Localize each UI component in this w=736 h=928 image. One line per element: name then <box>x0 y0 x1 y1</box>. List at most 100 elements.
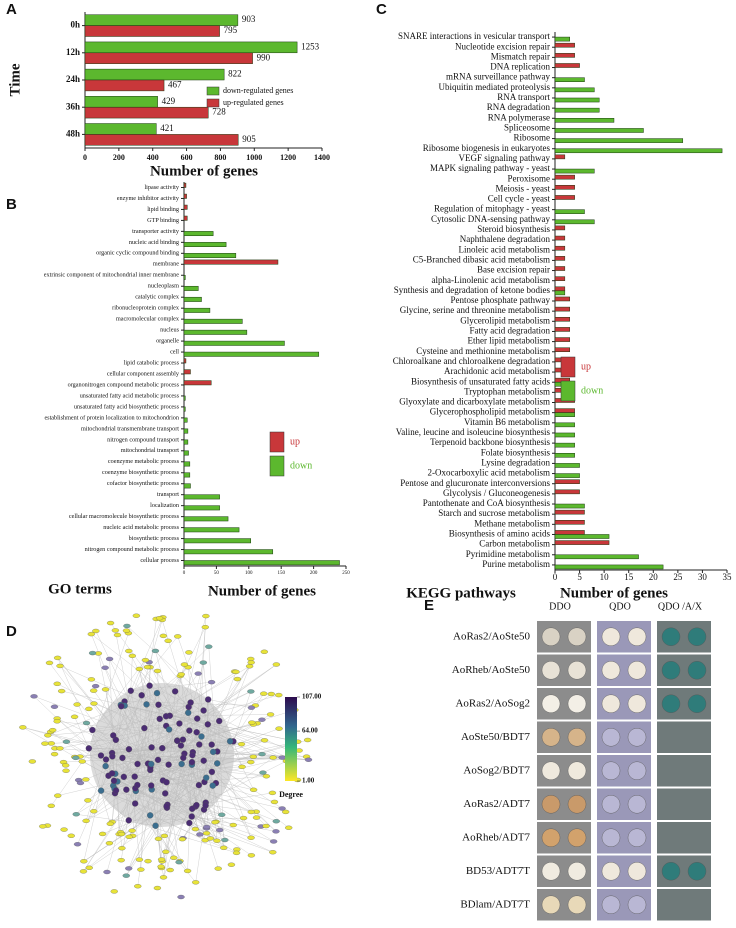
bar <box>554 290 566 296</box>
node <box>185 650 193 655</box>
node <box>162 713 170 720</box>
colony <box>601 661 621 680</box>
y-tick-label: localization <box>150 502 179 509</box>
colony <box>601 795 621 814</box>
bar <box>183 182 187 188</box>
node <box>174 634 182 639</box>
bar <box>554 128 644 133</box>
column-header: DDO <box>549 601 571 612</box>
node <box>87 631 95 637</box>
y-tick-label: extrinsic component of mitochondrial inn… <box>44 272 179 279</box>
colony <box>627 862 647 881</box>
bar <box>554 174 575 180</box>
node <box>177 742 185 749</box>
y-tick-label: unsaturated fatty acid metabolic process <box>80 392 180 399</box>
node <box>175 860 183 865</box>
bar <box>183 538 251 544</box>
colony <box>567 694 587 713</box>
node <box>118 703 125 710</box>
node <box>159 744 166 752</box>
node <box>53 719 61 724</box>
bar <box>554 422 575 428</box>
node <box>101 687 110 692</box>
node <box>247 809 255 815</box>
colony <box>541 694 561 713</box>
node <box>194 671 202 676</box>
y-tick-label: Steroid biosynthesis <box>477 224 550 234</box>
node <box>125 746 133 753</box>
bar <box>554 36 570 42</box>
x-tick-label: 0 <box>83 153 87 162</box>
node <box>98 831 107 837</box>
node <box>73 842 82 847</box>
bar <box>554 256 566 261</box>
node <box>157 864 165 869</box>
bar <box>554 453 575 458</box>
bar <box>554 53 575 58</box>
bar <box>554 306 570 312</box>
node <box>177 894 185 900</box>
y-tick-label: DNA replication <box>490 62 550 72</box>
panel-label: A <box>6 1 17 18</box>
y-tick-label: establishment of protein localization to… <box>44 414 179 421</box>
x-axis-title: Number of genes <box>208 583 316 599</box>
node <box>134 781 141 789</box>
node <box>207 680 216 685</box>
value-label: 429 <box>162 96 176 106</box>
node <box>49 728 57 733</box>
node <box>186 727 193 734</box>
bar <box>554 564 664 570</box>
node <box>270 799 279 805</box>
node <box>165 726 173 733</box>
bar <box>554 412 575 417</box>
node <box>269 850 277 855</box>
node <box>260 691 268 696</box>
node <box>227 862 236 867</box>
node <box>141 724 148 732</box>
node <box>160 833 169 839</box>
node <box>85 745 92 752</box>
colony <box>567 828 587 847</box>
bar <box>554 337 570 342</box>
node <box>209 782 216 789</box>
x-tick-label: 1400 <box>314 153 330 162</box>
row-label: AoSte50/BDT7 <box>461 731 531 743</box>
node <box>155 616 164 621</box>
bar <box>554 347 570 353</box>
bar <box>554 138 684 143</box>
y-tick-label: Pantothenate and CoA biosynthesis <box>423 498 551 508</box>
colony <box>627 728 647 747</box>
y-tick-label: coenzyme metabolic process <box>108 458 180 465</box>
node <box>105 656 114 662</box>
colony <box>661 627 681 646</box>
y-tick-label: MAPK signaling pathway - yeast <box>430 163 550 173</box>
y-tick-label: Lysine degradation <box>481 457 550 467</box>
node <box>147 812 154 819</box>
y-tick-label: Chloroalkane and chloroalkene degradatio… <box>393 356 551 366</box>
edge <box>130 655 133 691</box>
bar <box>183 560 340 566</box>
y-tick-label: nitrogen compound metabolic process <box>85 546 180 553</box>
y-tick-label: Ribosome <box>513 133 550 143</box>
node <box>110 889 118 894</box>
colony <box>567 895 587 914</box>
node <box>111 628 120 633</box>
colorbar-tick-label: 1.00 <box>302 777 315 785</box>
bar <box>183 450 189 456</box>
node <box>180 754 187 761</box>
y-tick-label: 12h <box>66 47 80 57</box>
y-tick-label: Peroxisome <box>508 173 551 183</box>
node <box>90 701 98 706</box>
bar <box>554 42 575 48</box>
legend-label: down-regulated genes <box>223 86 293 95</box>
y-tick-label: Tryptophan metabolism <box>464 386 550 396</box>
bar <box>554 219 595 225</box>
legend-swatch <box>560 356 576 378</box>
node <box>278 755 286 760</box>
node <box>162 790 169 797</box>
node <box>123 623 131 629</box>
colony <box>541 795 561 814</box>
bar <box>554 185 575 190</box>
colony <box>567 795 587 814</box>
